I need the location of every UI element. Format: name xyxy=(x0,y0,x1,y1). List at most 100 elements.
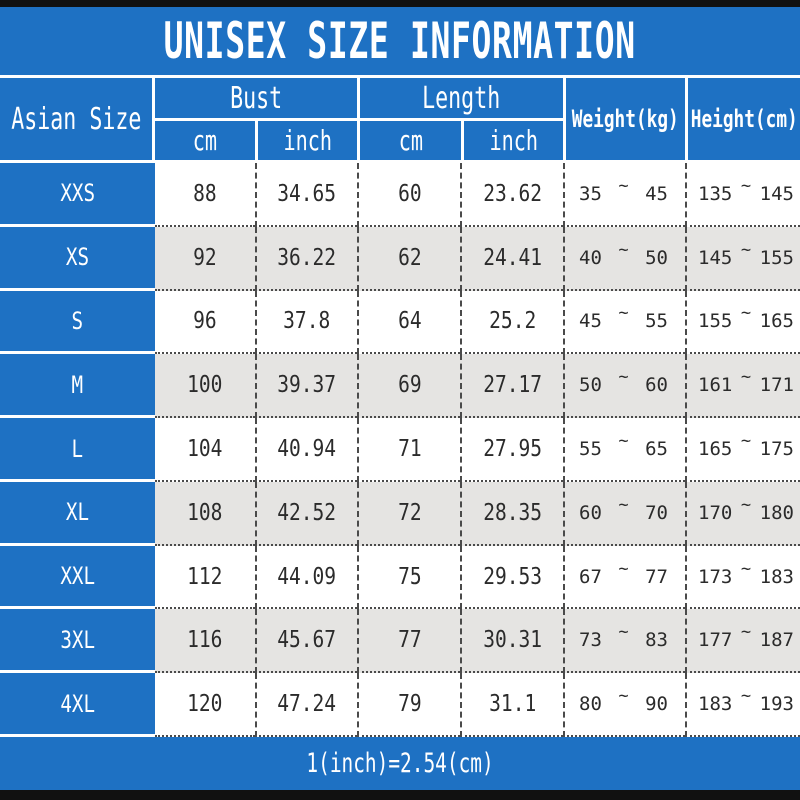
length-cm-cell: 75 xyxy=(357,545,460,610)
row-size-cell: L xyxy=(0,418,155,482)
weight-range-cell: 35 ~ 45 xyxy=(563,163,685,227)
tilde-separator: ~ xyxy=(618,622,629,643)
weight-range-cell: 67 ~ 77 xyxy=(563,545,685,610)
height-max: 171 xyxy=(759,374,794,397)
height-min: 155 xyxy=(698,310,733,333)
weight-max: 90 xyxy=(645,693,668,716)
title-band: UNISEX SIZE INFORMATION xyxy=(0,7,800,78)
bust-cm-cell: 108 xyxy=(155,482,255,546)
bust-inch-cell: 45.67 xyxy=(255,609,357,674)
height-min: 135 xyxy=(698,182,733,205)
tilde-separator: ~ xyxy=(618,558,629,579)
height-range-cell: 173 ~ 183 xyxy=(685,545,800,610)
height-range-cell: 165 ~ 175 xyxy=(685,418,800,482)
bust-inch-cell: 36.22 xyxy=(255,226,357,291)
row-size-cell: XS xyxy=(0,226,155,291)
length-inch-cell: 31.1 xyxy=(460,673,563,738)
conversion-note: 1(inch)=2.54(cm) xyxy=(306,748,494,779)
bust-inch-cell: 34.65 xyxy=(255,163,357,227)
size-label: M xyxy=(71,370,84,399)
table-body: XXS 88 34.65 60 23.62 35 ~ 45 135 ~ xyxy=(0,163,800,738)
weight-min: 50 xyxy=(579,374,602,397)
height-max: 175 xyxy=(759,438,794,461)
top-border-bar xyxy=(0,0,800,7)
page-title: UNISEX SIZE INFORMATION xyxy=(163,12,637,70)
weight-max: 77 xyxy=(645,565,668,588)
weight-range-cell: 45 ~ 55 xyxy=(563,290,685,355)
bust-inch-cell: 47.24 xyxy=(255,673,357,738)
bust-cm-cell: 104 xyxy=(155,418,255,482)
tilde-separator: ~ xyxy=(618,494,629,515)
table-row: S 96 37.8 64 25.2 45 ~ 55 155 ~ 165 xyxy=(0,290,800,355)
table-row: 4XL 120 47.24 79 31.1 80 ~ 90 183 ~ xyxy=(0,673,800,738)
size-label: XXS xyxy=(60,179,95,208)
row-size-cell: XXS xyxy=(0,163,155,227)
row-size-cell: S xyxy=(0,290,155,355)
bust-group-label: Bust xyxy=(155,78,357,121)
height-max: 183 xyxy=(759,565,794,588)
row-size-cell: 3XL xyxy=(0,609,155,674)
table-row: 3XL 116 45.67 77 30.31 73 ~ 83 177 ~ xyxy=(0,609,800,674)
size-label: L xyxy=(71,434,84,463)
table-row: XL 108 42.52 72 28.35 60 ~ 70 170 ~ xyxy=(0,481,800,546)
tilde-separator: ~ xyxy=(740,175,752,196)
height-max: 145 xyxy=(759,182,794,205)
length-cm-cell: 64 xyxy=(357,290,460,355)
weight-min: 80 xyxy=(579,693,602,716)
tilde-separator: ~ xyxy=(618,303,629,324)
bust-cm-cell: 100 xyxy=(155,354,255,419)
table-row: XS 92 36.22 62 24.41 40 ~ 50 145 ~ 1 xyxy=(0,226,800,291)
length-cm-cell: 71 xyxy=(357,418,460,482)
bust-inch-cell: 39.37 xyxy=(255,354,357,419)
weight-max: 55 xyxy=(645,310,668,333)
tilde-separator: ~ xyxy=(740,494,752,515)
length-inch-cell: 27.17 xyxy=(460,354,563,419)
weight-min: 67 xyxy=(579,565,602,588)
tilde-separator: ~ xyxy=(740,367,752,388)
height-max: 187 xyxy=(759,629,794,652)
height-min: 183 xyxy=(698,693,733,716)
length-group-label: Length xyxy=(360,78,563,121)
length-inch-cell: 24.41 xyxy=(460,226,563,291)
weight-range-cell: 73 ~ 83 xyxy=(563,609,685,674)
length-inch-cell: 27.95 xyxy=(460,418,563,482)
bust-cm-cell: 112 xyxy=(155,546,255,610)
bust-cm-cell: 116 xyxy=(155,609,255,674)
bust-cm-cell: 92 xyxy=(155,227,255,291)
table-row: L 104 40.94 71 27.95 55 ~ 65 165 ~ 1 xyxy=(0,418,800,482)
size-label: XXL xyxy=(60,562,95,591)
bust-cm-cell: 120 xyxy=(155,673,255,738)
weight-range-cell: 60 ~ 70 xyxy=(563,481,685,546)
size-label: S xyxy=(71,306,84,335)
length-inch-cell: 29.53 xyxy=(460,545,563,610)
weight-max: 65 xyxy=(645,438,668,461)
length-subheaders: cm inch xyxy=(360,121,563,160)
tilde-separator: ~ xyxy=(618,367,629,388)
weight-min: 40 xyxy=(579,246,602,269)
height-max: 165 xyxy=(759,310,794,333)
height-range-cell: 135 ~ 145 xyxy=(685,163,800,227)
bust-cm-cell: 96 xyxy=(155,291,255,355)
height-range-cell: 155 ~ 165 xyxy=(685,290,800,355)
weight-range-cell: 80 ~ 90 xyxy=(563,673,685,738)
bust-cm-header: cm xyxy=(192,124,218,157)
column-header-asian-size: Asian Size xyxy=(0,78,155,160)
weight-min: 73 xyxy=(579,629,602,652)
height-range-cell: 183 ~ 193 xyxy=(685,673,800,738)
column-header-height: Height(cm) xyxy=(685,78,800,160)
tilde-separator: ~ xyxy=(740,622,752,643)
bust-inch-cell: 42.52 xyxy=(255,481,357,546)
tilde-separator: ~ xyxy=(618,175,629,196)
tilde-separator: ~ xyxy=(740,686,752,707)
height-max: 193 xyxy=(759,693,794,716)
weight-min: 55 xyxy=(579,438,602,461)
height-max: 180 xyxy=(759,501,794,524)
length-inch-cell: 25.2 xyxy=(460,290,563,355)
weight-max: 70 xyxy=(645,501,668,524)
bust-inch-cell: 37.8 xyxy=(255,290,357,355)
length-cm-header: cm xyxy=(398,124,423,157)
row-size-cell: XL xyxy=(0,481,155,546)
tilde-separator: ~ xyxy=(740,431,752,452)
bottom-border-bar xyxy=(0,790,800,800)
